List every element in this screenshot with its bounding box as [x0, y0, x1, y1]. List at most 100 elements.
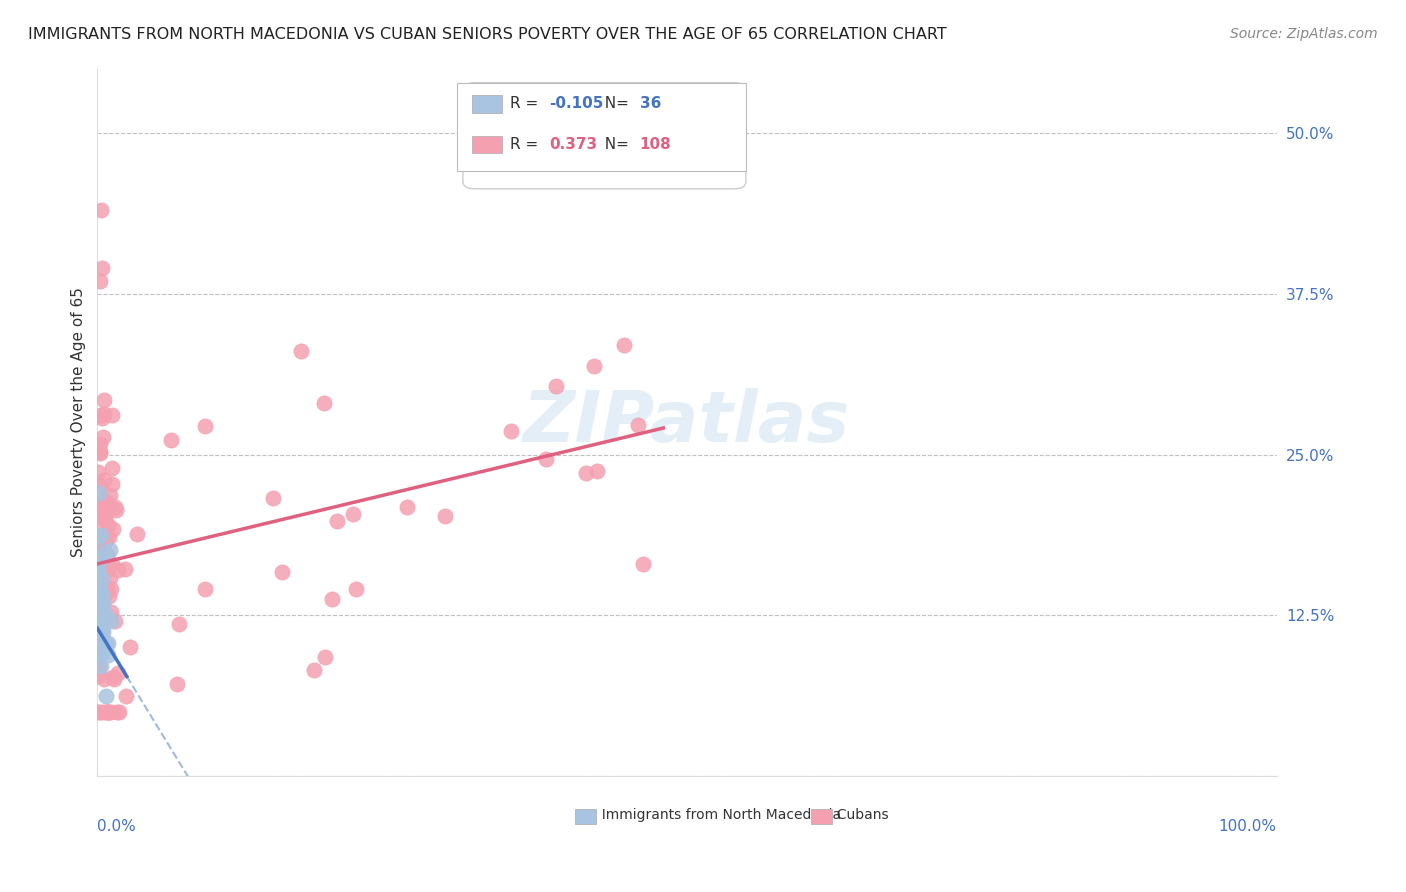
Text: -0.105: -0.105 [548, 95, 603, 111]
Point [86, 648, 108, 663]
Point [302, 663, 325, 677]
Text: N=: N= [595, 95, 634, 111]
Point [91, 597, 114, 611]
Point [89, 500, 111, 515]
Point [94, 507, 117, 521]
Point [91, 647, 114, 661]
Point [90, 632, 112, 647]
Point [91, 705, 114, 719]
Point [101, 670, 124, 684]
Point [91, 624, 114, 639]
Point [87, 554, 110, 568]
Point [91, 521, 114, 535]
Point [314, 649, 336, 664]
Point [96, 705, 118, 719]
Point [90, 202, 112, 217]
Point [103, 522, 125, 536]
Point [104, 503, 127, 517]
Point [125, 526, 148, 541]
Point [262, 491, 284, 505]
Point [633, 557, 655, 571]
Point [90, 574, 112, 589]
Point [90, 585, 112, 599]
Point [96, 583, 118, 598]
Point [87, 530, 110, 544]
Point [96, 608, 118, 623]
Point [194, 418, 217, 433]
Point [89, 549, 111, 564]
Point [87, 611, 110, 625]
Point [114, 562, 136, 576]
Point [90, 528, 112, 542]
FancyBboxPatch shape [472, 95, 502, 113]
Point [91, 499, 114, 513]
Point [90, 592, 112, 607]
Point [114, 689, 136, 703]
Point [93, 492, 115, 507]
Point [97, 496, 120, 510]
Text: N=: N= [595, 136, 634, 152]
Point [94, 551, 117, 566]
Point [97, 518, 120, 533]
Point [93, 393, 115, 408]
Point [96, 498, 118, 512]
Text: 108: 108 [640, 136, 672, 152]
Text: R =: R = [510, 95, 543, 111]
Point [499, 424, 522, 438]
Point [90, 610, 112, 624]
Point [96, 581, 118, 595]
Point [326, 515, 349, 529]
Point [90, 591, 112, 606]
Point [94, 705, 117, 719]
Point [97, 636, 120, 650]
Point [90, 572, 112, 586]
Point [118, 640, 141, 654]
Point [89, 580, 111, 594]
Point [160, 433, 183, 447]
Point [91, 430, 114, 444]
Point [104, 500, 127, 515]
Point [395, 500, 418, 515]
Text: 100.0%: 100.0% [1219, 819, 1277, 834]
Y-axis label: Seniors Poverty Over the Age of 65: Seniors Poverty Over the Age of 65 [72, 287, 86, 558]
Point [94, 560, 117, 574]
Point [94, 689, 117, 703]
Point [89, 705, 111, 719]
Point [290, 344, 312, 359]
Point [94, 513, 117, 527]
Point [90, 617, 112, 632]
Point [86, 623, 108, 637]
Point [89, 624, 111, 639]
Point [87, 659, 110, 673]
Point [101, 476, 124, 491]
Point [194, 582, 217, 596]
Point [89, 596, 111, 610]
Point [94, 637, 117, 651]
Point [97, 705, 120, 719]
Point [100, 705, 122, 719]
Point [321, 592, 343, 607]
Point [89, 445, 111, 459]
FancyBboxPatch shape [472, 136, 502, 153]
Text: 36: 36 [640, 95, 661, 111]
Point [96, 638, 118, 652]
Point [89, 640, 111, 654]
Point [98, 543, 121, 558]
Point [89, 611, 111, 625]
Point [90, 625, 112, 640]
Point [100, 461, 122, 475]
Point [93, 407, 115, 421]
Point [87, 561, 110, 575]
Text: Cubans: Cubans [828, 808, 889, 822]
Point [104, 614, 127, 628]
Point [86, 705, 108, 719]
Point [93, 473, 115, 487]
Text: R =: R = [510, 136, 543, 152]
Point [93, 530, 115, 544]
Point [93, 545, 115, 559]
Point [91, 593, 114, 607]
Point [166, 677, 188, 691]
Point [90, 509, 112, 524]
Point [96, 648, 118, 662]
Point [89, 274, 111, 288]
